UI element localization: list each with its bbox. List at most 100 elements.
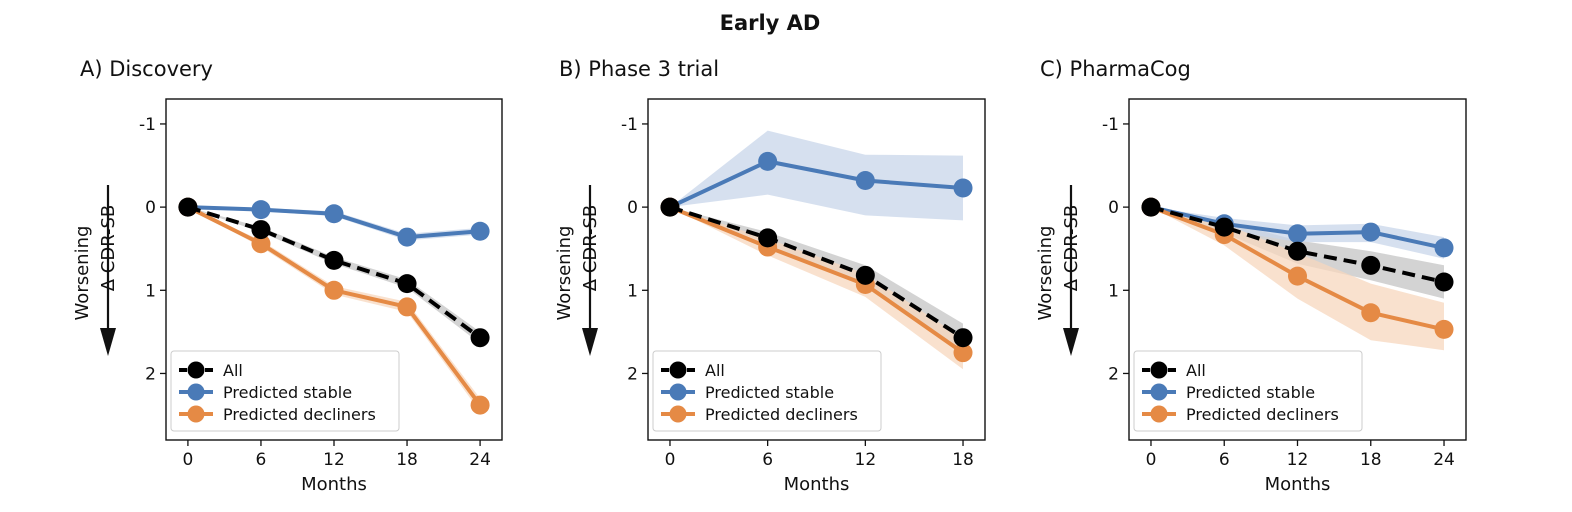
worsening-label: Worsening [72, 226, 93, 321]
legend-marker-stable [669, 383, 687, 401]
legend: All Predicted stable Predicted decliners [1133, 350, 1363, 432]
legend-box [652, 350, 882, 432]
worsening-arrow-head [1063, 328, 1079, 356]
line-all [187, 205, 482, 340]
point-all [324, 250, 344, 270]
band-decliners [670, 207, 963, 370]
line-all [669, 205, 965, 340]
y-tick-label: 2 [627, 364, 638, 384]
panel-2: B) Phase 3 trial-1012061218MonthsΔ CDR-S… [554, 57, 986, 495]
point-stable [1361, 222, 1381, 242]
band-stable [670, 130, 963, 221]
legend-marker-decliners [669, 405, 687, 423]
point-stable [855, 171, 875, 191]
legend-marker-stable [1150, 383, 1168, 401]
point-stable [251, 200, 271, 220]
x-tick-label: 24 [469, 450, 491, 470]
y-tick-label: 0 [627, 198, 638, 218]
legend-label-all: All [223, 361, 243, 380]
point-stable [324, 204, 344, 224]
legend-label-decliners: Predicted decliners [223, 405, 376, 424]
legend: All Predicted stable Predicted decliners [652, 350, 882, 432]
y-tick-label: 1 [145, 281, 156, 301]
legend-label-decliners: Predicted decliners [1186, 405, 1339, 424]
x-tick-label: 18 [952, 450, 974, 470]
x-axis-label: Months [1265, 474, 1331, 495]
point-all [1141, 197, 1161, 217]
x-axis-label: Months [784, 474, 850, 495]
x-tick-label: 12 [855, 450, 877, 470]
x-tick-label: 24 [1433, 450, 1455, 470]
point-decliners [397, 297, 417, 317]
x-tick-label: 0 [665, 450, 676, 470]
x-tick-label: 12 [323, 450, 345, 470]
y-tick-label: 2 [1108, 364, 1119, 384]
point-all [660, 197, 680, 217]
legend-marker-stable [187, 383, 205, 401]
x-axis-label: Months [301, 474, 367, 495]
y-tick-label: -1 [139, 115, 156, 135]
point-all [470, 328, 490, 348]
point-decliners [1434, 319, 1454, 339]
point-all [1434, 272, 1454, 292]
y-tick-label: -1 [1102, 115, 1119, 135]
point-stable [470, 221, 490, 241]
point-all [758, 228, 778, 248]
point-all [1214, 217, 1234, 237]
point-all [251, 220, 271, 240]
point-decliners [324, 280, 344, 300]
line-decliners [669, 205, 965, 355]
worsening-arrow-head [100, 328, 116, 356]
legend: All Predicted stable Predicted decliners [170, 350, 400, 432]
y-tick-label: 2 [145, 364, 156, 384]
legend-label-stable: Predicted stable [705, 383, 834, 402]
point-all [855, 265, 875, 285]
point-decliners [470, 395, 490, 415]
legend-marker-all [187, 361, 205, 379]
panel-title: A) Discovery [80, 57, 213, 81]
legend-box [1133, 350, 1363, 432]
figure-title: Early AD [720, 11, 821, 35]
x-tick-label: 18 [396, 450, 418, 470]
legend-marker-decliners [1150, 405, 1168, 423]
point-decliners [1361, 303, 1381, 323]
point-stable [953, 178, 973, 198]
x-tick-label: 6 [762, 450, 773, 470]
line-all [1150, 205, 1445, 284]
panel-title: B) Phase 3 trial [559, 57, 719, 81]
panel-1: A) Discovery-101206121824MonthsΔ CDR-SBW… [72, 57, 503, 495]
point-decliners [953, 343, 973, 363]
legend-label-all: All [705, 361, 725, 380]
point-all [1361, 255, 1381, 275]
legend-marker-all [669, 361, 687, 379]
legend-marker-all [1150, 361, 1168, 379]
y-tick-label: 1 [627, 281, 638, 301]
point-stable [1288, 224, 1307, 244]
x-tick-label: 12 [1287, 450, 1309, 470]
legend-label-all: All [1186, 361, 1206, 380]
legend-label-decliners: Predicted decliners [705, 405, 858, 424]
plot-frame [647, 98, 986, 441]
worsening-arrow-head [582, 328, 598, 356]
y-tick-label: 0 [1108, 198, 1119, 218]
point-all [1288, 241, 1307, 261]
panel-3: C) PharmaCog-101206121824MonthsΔ CDR-SBW… [1035, 57, 1467, 495]
x-tick-label: 6 [256, 450, 267, 470]
y-tick-label: -1 [621, 115, 638, 135]
point-decliners [1288, 266, 1307, 286]
worsening-label: Worsening [1035, 226, 1056, 321]
point-stable [758, 151, 778, 171]
point-all [397, 274, 417, 294]
y-tick-label: 1 [1108, 281, 1119, 301]
point-stable [397, 227, 417, 247]
legend-label-stable: Predicted stable [1186, 383, 1315, 402]
worsening-label: Worsening [554, 226, 575, 321]
point-stable [1434, 238, 1454, 258]
line-stable [669, 159, 964, 209]
legend-marker-decliners [187, 405, 205, 423]
legend-box [170, 350, 400, 432]
point-all [953, 328, 973, 348]
x-tick-label: 0 [1146, 450, 1157, 470]
point-decliners [251, 234, 271, 254]
